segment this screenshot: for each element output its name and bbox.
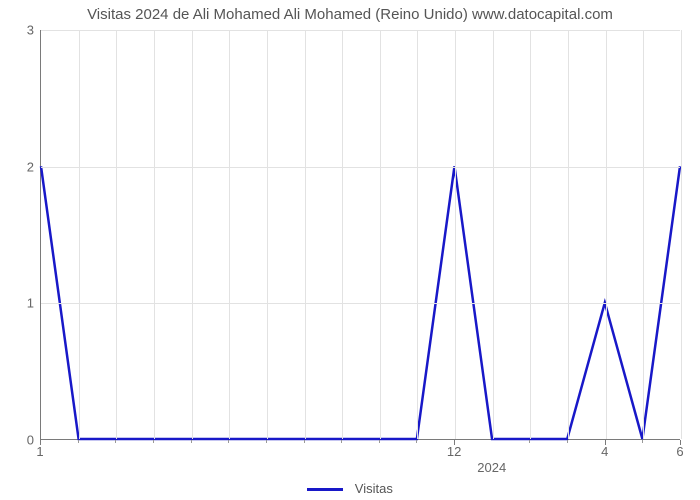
chart-container: Visitas 2024 de Ali Mohamed Ali Mohamed … (0, 0, 700, 500)
gridline-vertical (154, 30, 155, 439)
gridline-vertical (643, 30, 644, 439)
gridline-vertical (192, 30, 193, 439)
y-tick-label: 0 (4, 433, 34, 448)
gridline-vertical (417, 30, 418, 439)
gridline-vertical (493, 30, 494, 439)
gridline-vertical (79, 30, 80, 439)
y-tick-label: 1 (4, 296, 34, 311)
gridline-vertical (606, 30, 607, 439)
x-tick-minor (341, 440, 342, 443)
x-tick-minor (529, 440, 530, 443)
x-tick-label: 6 (676, 444, 683, 459)
x-tick-minor (153, 440, 154, 443)
x-tick-minor (567, 440, 568, 443)
x-tick-minor (379, 440, 380, 443)
gridline-vertical (229, 30, 230, 439)
x-axis-label: 2024 (477, 460, 506, 475)
legend-swatch (307, 488, 343, 491)
y-tick-label: 2 (4, 159, 34, 174)
gridline-vertical (681, 30, 682, 439)
plot-area (40, 30, 680, 440)
x-tick-minor (78, 440, 79, 443)
gridline-vertical (568, 30, 569, 439)
x-tick-label: 12 (447, 444, 461, 459)
legend-label: Visitas (355, 481, 393, 496)
y-tick-label: 3 (4, 23, 34, 38)
chart-title: Visitas 2024 de Ali Mohamed Ali Mohamed … (0, 6, 700, 23)
gridline-vertical (342, 30, 343, 439)
line-series (41, 30, 680, 439)
gridline-vertical (267, 30, 268, 439)
x-tick-label: 1 (36, 444, 43, 459)
x-tick-minor (304, 440, 305, 443)
gridline-vertical (116, 30, 117, 439)
x-tick-minor (642, 440, 643, 443)
gridline-horizontal (41, 167, 680, 168)
gridline-vertical (380, 30, 381, 439)
gridline-vertical (305, 30, 306, 439)
x-tick-minor (191, 440, 192, 443)
gridline-vertical (530, 30, 531, 439)
x-tick-minor (228, 440, 229, 443)
gridline-horizontal (41, 30, 680, 31)
gridline-vertical (455, 30, 456, 439)
x-tick-label: 4 (601, 444, 608, 459)
x-tick-minor (115, 440, 116, 443)
x-tick-minor (266, 440, 267, 443)
x-tick-minor (416, 440, 417, 443)
legend: Visitas (0, 481, 700, 496)
gridline-horizontal (41, 303, 680, 304)
